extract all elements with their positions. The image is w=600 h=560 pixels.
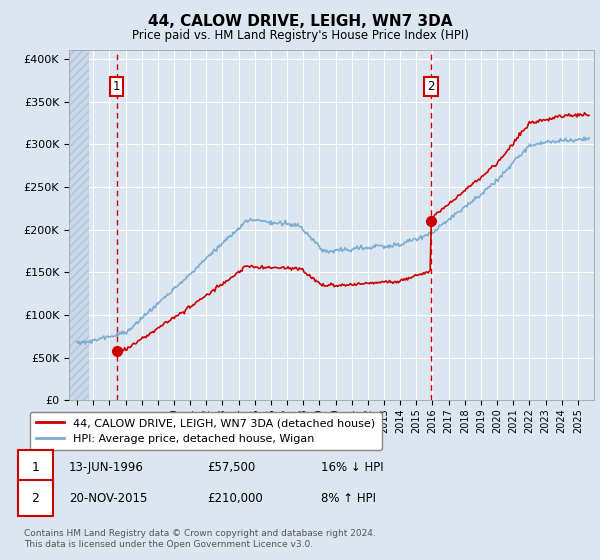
Text: 1: 1: [31, 461, 40, 474]
Bar: [69, 50, 89, 400]
Legend: 44, CALOW DRIVE, LEIGH, WN7 3DA (detached house), HPI: Average price, detached h: 44, CALOW DRIVE, LEIGH, WN7 3DA (detache…: [29, 412, 382, 450]
Text: Price paid vs. HM Land Registry's House Price Index (HPI): Price paid vs. HM Land Registry's House …: [131, 29, 469, 42]
Text: 13-JUN-1996: 13-JUN-1996: [69, 461, 144, 474]
Text: 2: 2: [427, 80, 435, 93]
Text: 20-NOV-2015: 20-NOV-2015: [69, 492, 148, 505]
Text: 44, CALOW DRIVE, LEIGH, WN7 3DA: 44, CALOW DRIVE, LEIGH, WN7 3DA: [148, 14, 452, 29]
Text: 16% ↓ HPI: 16% ↓ HPI: [321, 461, 383, 474]
Text: 1: 1: [113, 80, 121, 93]
Text: Contains HM Land Registry data © Crown copyright and database right 2024.
This d: Contains HM Land Registry data © Crown c…: [24, 529, 376, 549]
Text: 2: 2: [31, 492, 40, 505]
Text: 8% ↑ HPI: 8% ↑ HPI: [321, 492, 376, 505]
Text: £57,500: £57,500: [207, 461, 255, 474]
Text: £210,000: £210,000: [207, 492, 263, 505]
